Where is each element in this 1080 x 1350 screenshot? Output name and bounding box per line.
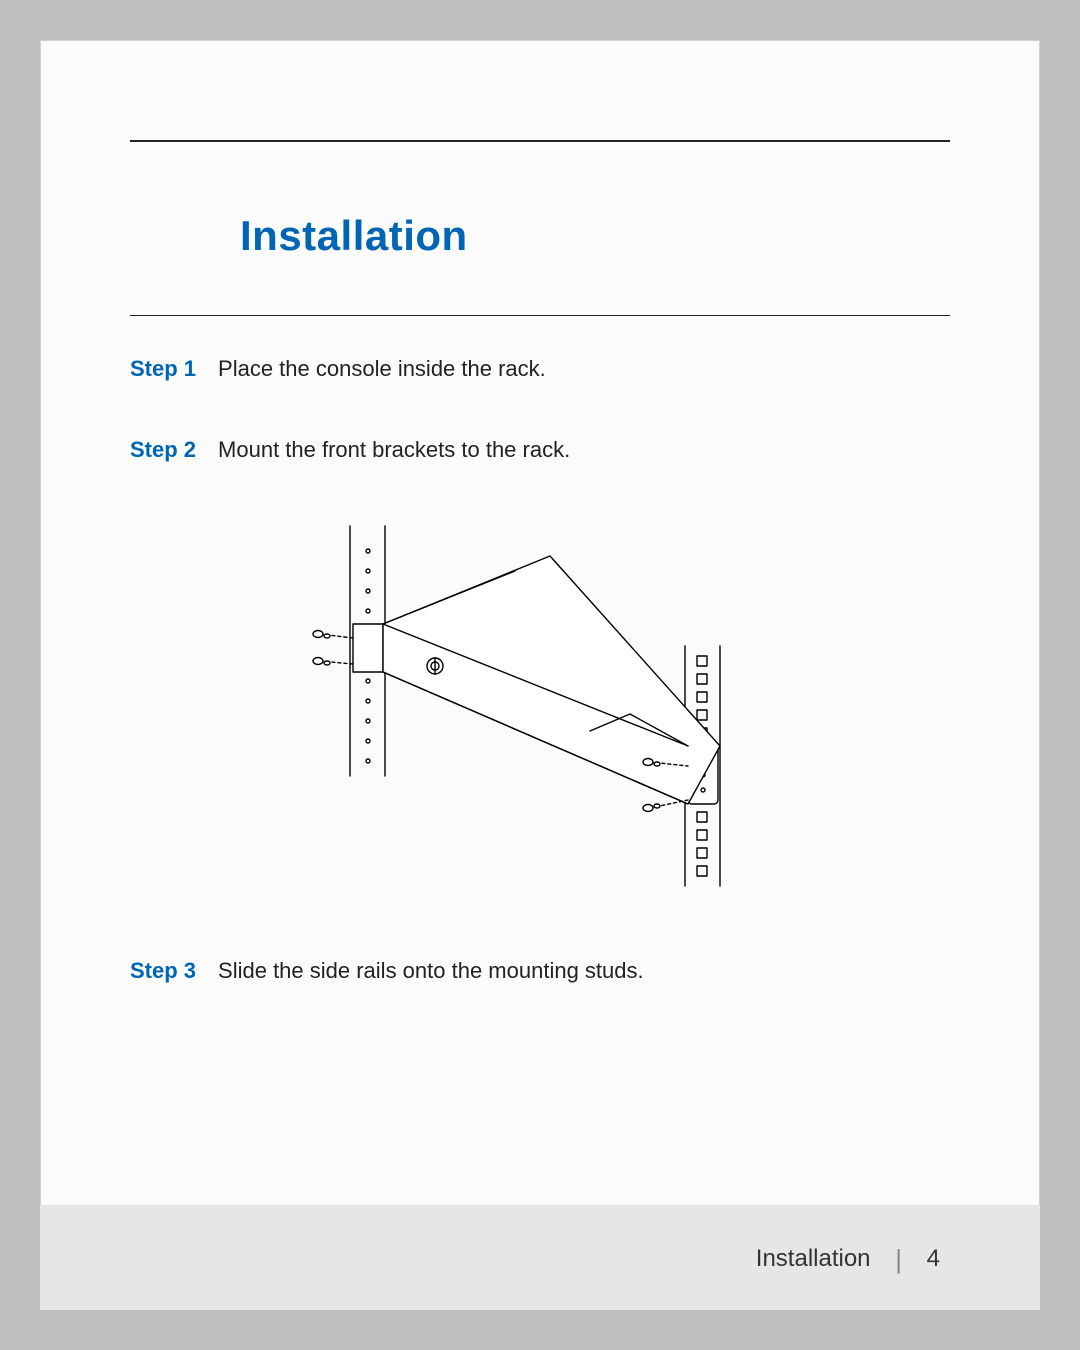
footer-page-number: 4: [927, 1245, 940, 1272]
rule-under-title: [130, 315, 950, 316]
footer-section: Installation: [756, 1245, 871, 1272]
content-area: Installation Step 1 Place the console in…: [130, 140, 950, 1036]
step-2: Step 2 Mount the front brackets to the r…: [130, 435, 950, 466]
page: Installation Step 1 Place the console in…: [40, 40, 1040, 1310]
footer-text: Installation | 4: [756, 1244, 940, 1275]
step-label: Step 2: [130, 435, 196, 466]
step-1: Step 1 Place the console inside the rack…: [130, 354, 950, 385]
step-label: Step 1: [130, 354, 196, 385]
step-text: Slide the side rails onto the mounting s…: [218, 956, 644, 987]
step-label: Step 3: [130, 956, 196, 987]
steps-list: Step 1 Place the console inside the rack…: [130, 354, 950, 986]
footer-separator: |: [895, 1244, 902, 1275]
step-text: Place the console inside the rack.: [218, 354, 546, 385]
step-3: Step 3 Slide the side rails onto the mou…: [130, 956, 950, 987]
step-text: Mount the front brackets to the rack.: [218, 435, 570, 466]
rack-diagram-svg: [290, 516, 770, 896]
instruction-figure: [290, 516, 770, 896]
page-footer: Installation | 4: [40, 1205, 1040, 1310]
rule-top: [130, 140, 950, 142]
page-title: Installation: [240, 212, 950, 260]
